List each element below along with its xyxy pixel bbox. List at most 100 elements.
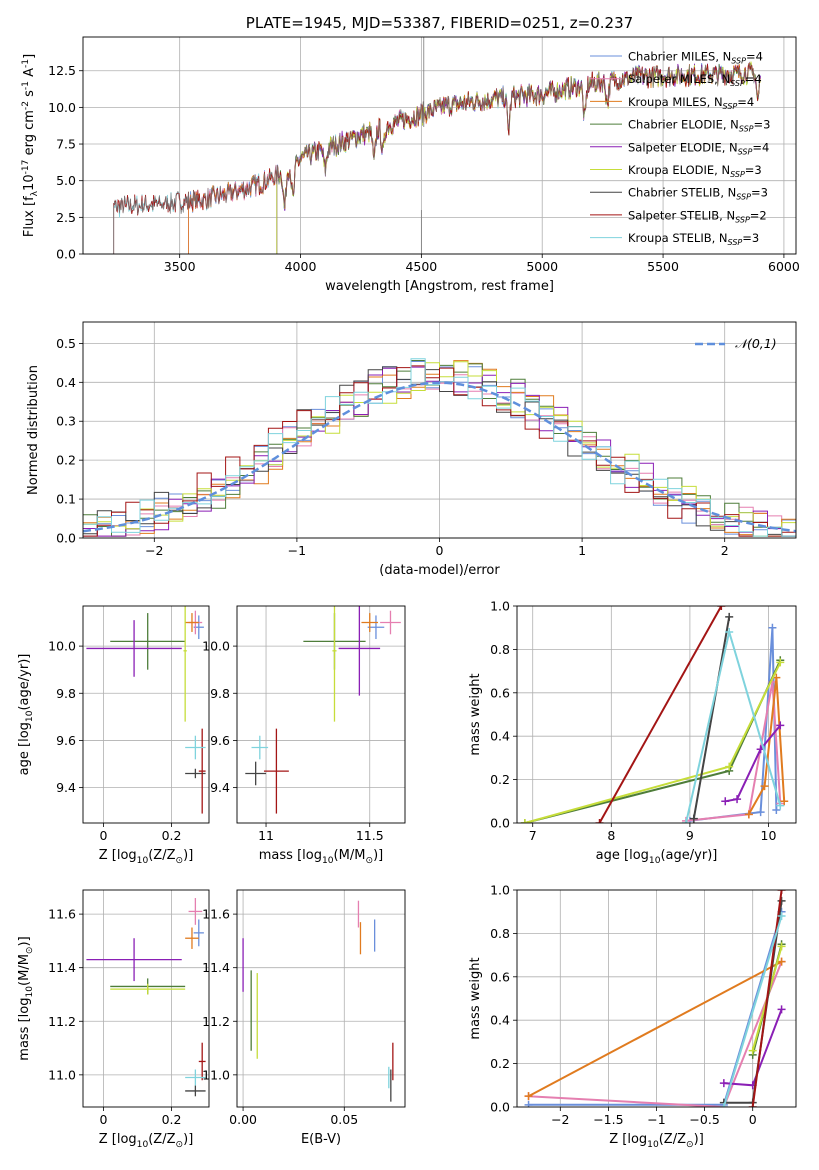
x-axis-label: wavelength [Angstrom, rest frame] <box>325 279 554 294</box>
x-tick-label: 5500 <box>647 259 679 274</box>
gridlines <box>237 890 405 1107</box>
plot-area <box>524 890 786 1107</box>
y-tick-label: 7.5 <box>56 137 76 152</box>
plot-area <box>242 900 394 1102</box>
x-tick-label: 4500 <box>405 259 437 274</box>
weight-marker <box>520 819 529 823</box>
weight-marker <box>725 612 734 621</box>
weight-line-chabrier-stelib <box>692 616 731 819</box>
plot-area <box>86 606 206 814</box>
gridlines <box>83 606 209 823</box>
weight-line-kroupa-miles <box>528 960 783 1098</box>
y-axis-label: Flux [fλ10-17 erg cm-2 s-1 A-1] <box>21 54 40 237</box>
weight-marker <box>780 797 789 806</box>
weight-marker <box>777 942 786 951</box>
histogram-chabrier-stelib <box>83 366 796 538</box>
plot-area <box>520 606 789 823</box>
weight-marker <box>772 805 781 814</box>
weight-marker <box>777 890 786 894</box>
weight-marker <box>524 1092 533 1101</box>
x-tick-label: 0.05 <box>330 1112 358 1127</box>
y-tick-label: 1.0 <box>490 883 510 898</box>
x-tick-label: 10 <box>761 828 777 843</box>
axes-frame <box>516 605 797 824</box>
y-tick-label: 0.4 <box>490 1013 510 1028</box>
spectrum-line-kroupa-stelib <box>113 62 761 254</box>
panel-spectrum: 3500 4000 4500 5000 5500 6000 0.0 2.5 5.0 7.5 10.0… <box>21 14 800 294</box>
weight-marker <box>776 658 785 667</box>
spectrum-line-salpeter-miles <box>188 63 761 254</box>
x-tick-label: 11.5 <box>356 828 384 843</box>
y-tick-label: 11.2 <box>48 1014 76 1029</box>
weight-line-kroupa-miles <box>747 677 786 815</box>
y-tick-label: 11.0 <box>48 1067 76 1082</box>
weight-marker <box>756 808 765 817</box>
legend-entry-label: Salpeter MILES, NSSP=4 <box>628 72 762 88</box>
y-tick-label: 0.0 <box>56 247 76 262</box>
y-tick-label: 0.2 <box>56 453 76 468</box>
panel-age-vs-z: 0 0.2 9.4 9.6 9.8 10.0 Z [log10(Z/Z⊙)] age [log… <box>17 605 210 866</box>
axes-frame <box>236 889 406 1108</box>
x-tick-label: 7 <box>529 828 537 843</box>
x-tick-label: −2 <box>145 543 163 558</box>
y-tick-label: 10.0 <box>48 639 76 654</box>
x-tick-label: 2 <box>721 543 729 558</box>
spectrum-line-salpeter-stelib <box>113 63 761 254</box>
axes-frame <box>236 605 406 824</box>
weight-marker <box>725 628 734 637</box>
weight-marker <box>721 797 730 806</box>
legend-entry-label: 𝒩(0,1) <box>735 336 777 351</box>
legend-entry-label: Salpeter ELODIE, NSSP=4 <box>628 140 769 156</box>
x-tick-label: 0.2 <box>162 1112 182 1127</box>
panel-mass-vs-z: 0 0.2 11.0 11.2 11.4 11.6 Z [log10(Z/Z⊙)] mass … <box>17 889 210 1150</box>
legend-entry-label: Kroupa ELODIE, NSSP=3 <box>628 163 762 179</box>
y-tick-label: 0.2 <box>490 772 510 787</box>
weight-marker <box>777 912 786 921</box>
x-axis-label: (data-model)/error <box>379 563 500 578</box>
y-axis-label: mass weight <box>468 957 483 1039</box>
y-tick-label: 0.0 <box>56 531 76 546</box>
axes-frame <box>82 605 210 824</box>
x-tick-label: 0.00 <box>229 1112 257 1127</box>
weight-marker <box>760 782 769 791</box>
y-tick-label: 1.0 <box>490 599 510 614</box>
weight-marker <box>768 623 777 632</box>
y-tick-label: 0.0 <box>490 1100 510 1115</box>
weight-marker <box>725 762 734 771</box>
axes-frame <box>82 889 210 1108</box>
x-tick-label: 1 <box>578 543 586 558</box>
y-tick-label: 0.4 <box>490 729 510 744</box>
weight-marker <box>748 1103 757 1107</box>
y-tick-label: 10.0 <box>48 100 76 115</box>
y-tick-label: 11.4 <box>48 960 76 975</box>
y-tick-label: 0.6 <box>490 969 510 984</box>
weight-marker <box>777 896 786 905</box>
x-tick-label: −1 <box>647 1112 665 1127</box>
legend-entry-label: Chabrier ELODIE, NSSP=3 <box>628 118 770 134</box>
legend-entry-label: Kroupa MILES, NSSP=4 <box>628 95 754 111</box>
gridlines <box>237 606 405 823</box>
y-tick-label: 0.2 <box>490 1056 510 1071</box>
weight-line-salpeter-stelib <box>751 890 783 1107</box>
spectrum-line-kroupa-miles <box>188 62 761 254</box>
gaussian-curve <box>83 381 796 533</box>
weight-marker <box>689 814 698 823</box>
axes-frame <box>516 889 797 1108</box>
plot-area <box>83 358 796 538</box>
weight-marker <box>524 1100 533 1107</box>
y-tick-label: 10.0 <box>202 639 230 654</box>
y-tick-label: 0.3 <box>56 414 76 429</box>
weight-marker <box>595 819 604 823</box>
axes-frame <box>82 36 797 255</box>
legend-entry-label: Kroupa STELIB, NSSP=3 <box>628 231 759 247</box>
y-tick-label: 12.5 <box>48 63 76 78</box>
y-tick-label: 0.1 <box>56 492 76 507</box>
y-tick-label: 11.0 <box>202 1067 230 1082</box>
y-axis-label: mass weight <box>468 673 483 755</box>
x-tick-label: 4000 <box>285 259 317 274</box>
x-axis-label: Z [log10(Z/Z⊙)] <box>609 1132 704 1150</box>
x-axis-label: E(B-V) <box>301 1132 341 1147</box>
x-axis-label: Z [log10(Z/Z⊙)] <box>99 1132 194 1150</box>
x-tick-label: 3500 <box>164 259 196 274</box>
y-tick-label: 9.4 <box>210 780 230 795</box>
